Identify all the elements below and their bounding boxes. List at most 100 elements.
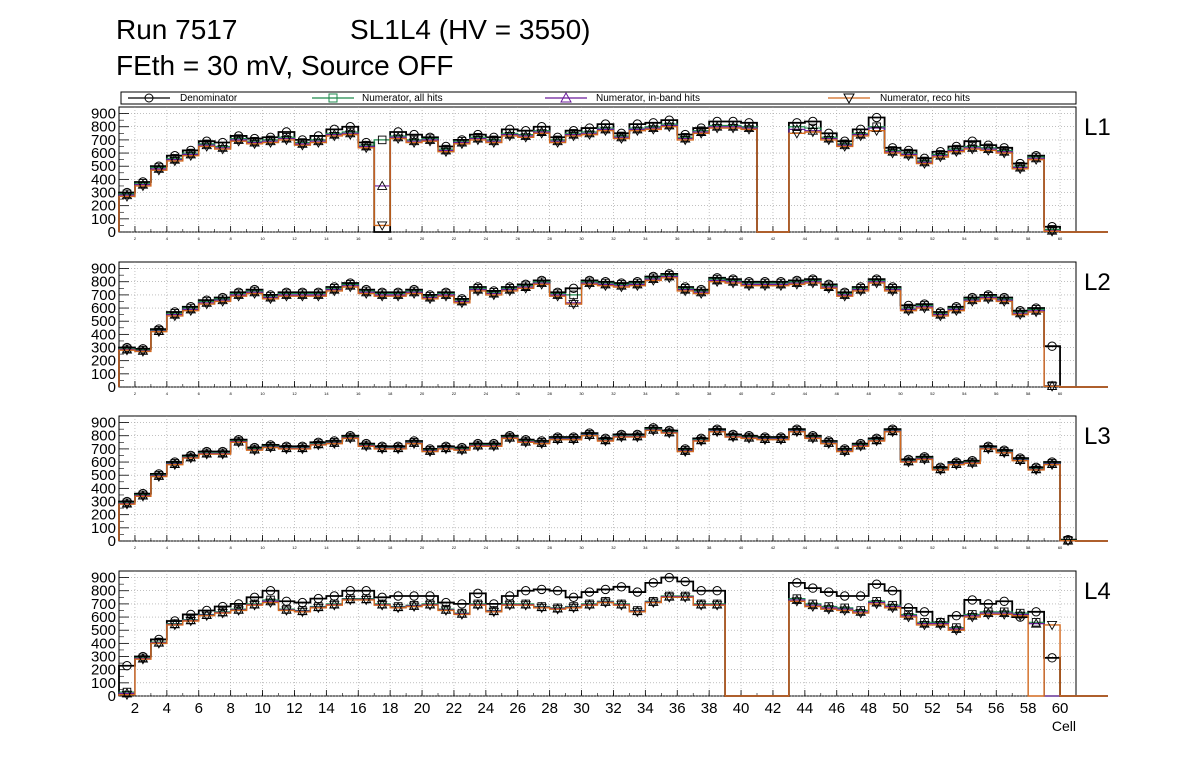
point-num-inband [249, 599, 260, 609]
point-num-reco [1046, 227, 1058, 237]
point-num-inband [823, 281, 835, 291]
x-axis-label: Cell [1052, 718, 1076, 734]
point-num-reco [727, 124, 739, 134]
point-num-inband [392, 601, 404, 612]
x-tick-label: 56 [994, 545, 999, 550]
point-num-inband [472, 284, 484, 294]
x-tick-label: 56 [994, 236, 999, 241]
point-num-reco [951, 460, 962, 471]
point-num-reco [313, 603, 324, 614]
y-tick-label: 300 [91, 340, 116, 357]
legend-box [120, 91, 1077, 105]
point-num-reco [504, 601, 516, 611]
x-tick-label: 60 [1052, 700, 1069, 717]
point-num-inband [281, 604, 292, 614]
point-num-inband [998, 607, 1010, 618]
x-tick-label: 40 [739, 391, 744, 396]
y-tick-label: 500 [91, 313, 116, 330]
point-num-inband [217, 448, 228, 458]
point-num-reco [711, 124, 723, 134]
y-tick-label: 100 [91, 211, 116, 228]
point-num-inband [249, 137, 260, 147]
point-num-inband [472, 440, 484, 450]
point-num-inband [536, 277, 547, 288]
point-num-reco [488, 290, 500, 301]
point-num-reco [935, 153, 946, 163]
point-num-reco [153, 166, 165, 176]
point-num-reco [727, 433, 739, 443]
point-num-reco [472, 442, 484, 452]
point-num-inband [137, 490, 149, 500]
point-num-inband [297, 605, 308, 616]
point-num-reco [1030, 308, 1042, 318]
point-num-reco [679, 286, 691, 297]
point-num-reco [233, 137, 244, 147]
point-num-inband [967, 610, 978, 620]
point-num-inband [871, 276, 882, 286]
point-num-inband [408, 437, 420, 447]
point-num-inband [201, 139, 212, 150]
point-num-inband [727, 121, 739, 131]
x-tick-label: 2 [134, 236, 137, 241]
point-num-inband [600, 123, 611, 134]
point-num-reco [169, 460, 181, 471]
point-num-inband [456, 296, 468, 306]
y-tick-label: 400 [91, 326, 116, 343]
point-num-inband [711, 425, 723, 436]
point-denominator [552, 586, 563, 596]
point-num-inband [504, 129, 516, 139]
y-tick-label: 0 [108, 533, 116, 550]
point-num-reco [759, 281, 771, 292]
point-num-reco [345, 595, 356, 606]
point-num-inband [1014, 162, 1026, 172]
point-num-inband [440, 442, 452, 453]
point-num-inband [233, 436, 244, 446]
point-num-inband [424, 445, 436, 455]
point-num-reco [488, 138, 500, 148]
point-num-reco [281, 444, 292, 455]
point-num-reco [632, 433, 643, 443]
y-tick-label: 400 [91, 635, 116, 652]
point-num-reco [345, 283, 356, 293]
x-tick-label: 54 [962, 545, 967, 550]
x-tick-label: 16 [356, 545, 361, 550]
point-num-reco [759, 435, 771, 446]
point-num-inband [281, 442, 292, 453]
point-num-reco [919, 455, 930, 465]
point-num-inband [983, 143, 994, 154]
x-tick-label: 30 [579, 391, 584, 396]
x-tick-label: 20 [420, 545, 425, 550]
point-num-inband [584, 277, 595, 288]
point-num-inband [711, 275, 723, 285]
point-denominator [473, 588, 483, 599]
point-num-reco [313, 138, 324, 148]
point-num-inband [584, 429, 595, 440]
x-tick-label: 24 [478, 700, 495, 717]
x-tick-label: 46 [835, 545, 840, 550]
x-tick-label: 42 [771, 391, 776, 396]
x-tick-label: 22 [452, 391, 457, 396]
point-num-inband [600, 434, 611, 445]
point-num-inband [791, 425, 803, 436]
point-num-reco [169, 620, 181, 631]
point-num-inband [488, 135, 500, 146]
point-num-inband [951, 145, 962, 155]
point-num-reco [887, 427, 898, 438]
point-num-reco [855, 131, 866, 142]
point-num-inband [855, 284, 866, 294]
point-num-inband [983, 442, 994, 453]
series-num-reco-step [118, 596, 1108, 697]
point-denominator [122, 661, 132, 671]
x-tick-label: 54 [956, 700, 973, 717]
y-tick-label: 300 [91, 649, 116, 666]
x-tick-label: 44 [797, 700, 814, 717]
point-num-reco [871, 599, 882, 610]
point-num-inband [919, 301, 930, 311]
point-num-reco [648, 598, 659, 608]
x-tick-label: 26 [516, 391, 521, 396]
point-num-reco [169, 311, 181, 322]
point-num-reco [536, 439, 547, 450]
point-num-inband [584, 127, 595, 138]
x-tick-label: 16 [356, 391, 361, 396]
